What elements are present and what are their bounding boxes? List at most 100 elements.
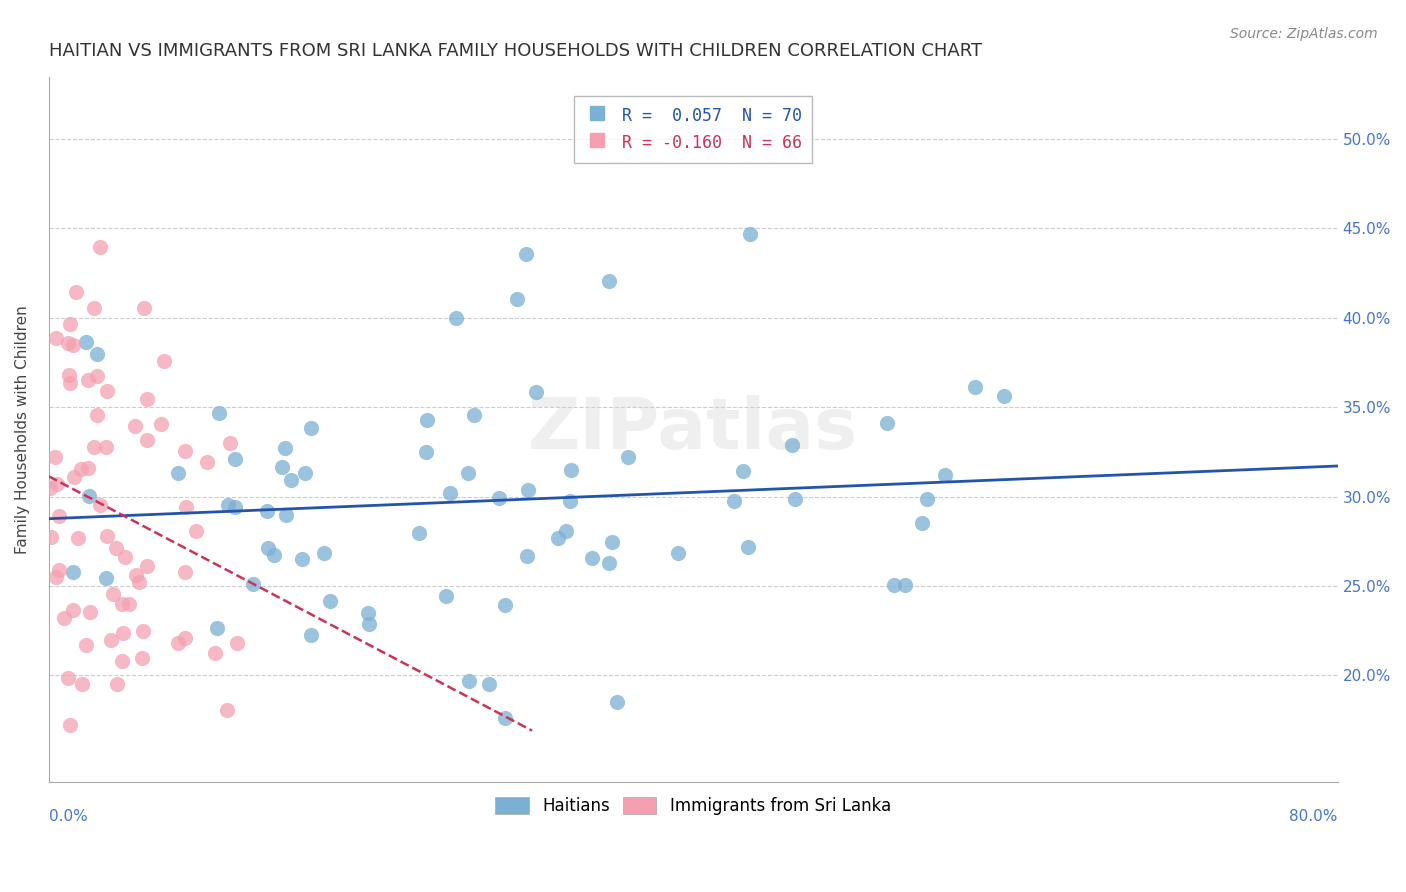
Point	[96, 529, 118, 543]
Point	[96, 440, 118, 454]
Text: Source: ZipAtlas.com: Source: ZipAtlas.com	[1230, 27, 1378, 41]
Point	[83, 441, 105, 455]
Point	[62, 603, 84, 617]
Point	[150, 417, 173, 431]
Point	[934, 468, 956, 483]
Point	[56, 336, 79, 351]
Point	[319, 594, 342, 608]
Point	[58, 368, 80, 382]
Point	[89, 240, 111, 254]
Point	[45, 477, 67, 491]
Point	[105, 541, 128, 556]
Legend: Haitians, Immigrants from Sri Lanka: Haitians, Immigrants from Sri Lanka	[486, 789, 900, 823]
Point	[174, 631, 197, 645]
Point	[217, 498, 239, 512]
Point	[173, 566, 195, 580]
Point	[357, 617, 380, 632]
Point	[111, 626, 134, 640]
Point	[124, 419, 146, 434]
Point	[226, 635, 249, 649]
Point	[271, 460, 294, 475]
Point	[894, 578, 917, 592]
Point	[723, 494, 745, 508]
Point	[53, 611, 76, 625]
Point	[299, 628, 322, 642]
Point	[215, 702, 238, 716]
Point	[782, 438, 804, 452]
Point	[963, 380, 986, 394]
Point	[111, 654, 134, 668]
Point	[45, 570, 67, 584]
Point	[274, 508, 297, 522]
Point	[174, 444, 197, 458]
Point	[560, 462, 582, 476]
Text: 0.0%: 0.0%	[49, 809, 87, 824]
Point	[439, 486, 461, 500]
Point	[167, 636, 190, 650]
Point	[280, 473, 302, 487]
Point	[242, 576, 264, 591]
Point	[105, 677, 128, 691]
Point	[62, 338, 84, 352]
Point	[65, 285, 87, 299]
Point	[184, 524, 207, 539]
Point	[128, 574, 150, 589]
Point	[83, 301, 105, 315]
Point	[299, 421, 322, 435]
Point	[76, 374, 98, 388]
Point	[416, 413, 439, 427]
Point	[66, 531, 89, 545]
Point	[783, 492, 806, 507]
Point	[96, 571, 118, 585]
Point	[555, 524, 578, 538]
Point	[263, 548, 285, 562]
Point	[204, 646, 226, 660]
Point	[75, 638, 97, 652]
Point	[79, 605, 101, 619]
Point	[457, 467, 479, 481]
Point	[876, 416, 898, 430]
Point	[224, 452, 246, 467]
Point	[444, 311, 467, 326]
Text: ZIPatlas: ZIPatlas	[529, 395, 858, 464]
Point	[62, 565, 84, 579]
Point	[205, 621, 228, 635]
Point	[256, 504, 278, 518]
Point	[39, 481, 62, 495]
Point	[617, 450, 640, 464]
Point	[524, 384, 547, 399]
Point	[41, 530, 63, 544]
Point	[993, 388, 1015, 402]
Text: 80.0%: 80.0%	[1289, 809, 1337, 824]
Point	[63, 470, 86, 484]
Y-axis label: Family Households with Children: Family Households with Children	[15, 305, 30, 554]
Point	[495, 598, 517, 612]
Point	[408, 526, 430, 541]
Point	[737, 540, 759, 554]
Point	[167, 466, 190, 480]
Point	[70, 462, 93, 476]
Point	[478, 677, 501, 691]
Point	[103, 587, 125, 601]
Point	[463, 409, 485, 423]
Point	[560, 494, 582, 508]
Point	[136, 392, 159, 407]
Point	[59, 376, 82, 390]
Point	[458, 674, 481, 689]
Point	[738, 227, 761, 241]
Point	[70, 677, 93, 691]
Point	[131, 650, 153, 665]
Point	[132, 301, 155, 315]
Point	[75, 334, 97, 349]
Point	[86, 368, 108, 383]
Point	[598, 557, 620, 571]
Point	[136, 433, 159, 447]
Point	[96, 384, 118, 398]
Point	[48, 563, 70, 577]
Point	[517, 483, 540, 497]
Point	[257, 541, 280, 555]
Point	[883, 578, 905, 592]
Point	[48, 508, 70, 523]
Point	[915, 491, 938, 506]
Point	[195, 455, 218, 469]
